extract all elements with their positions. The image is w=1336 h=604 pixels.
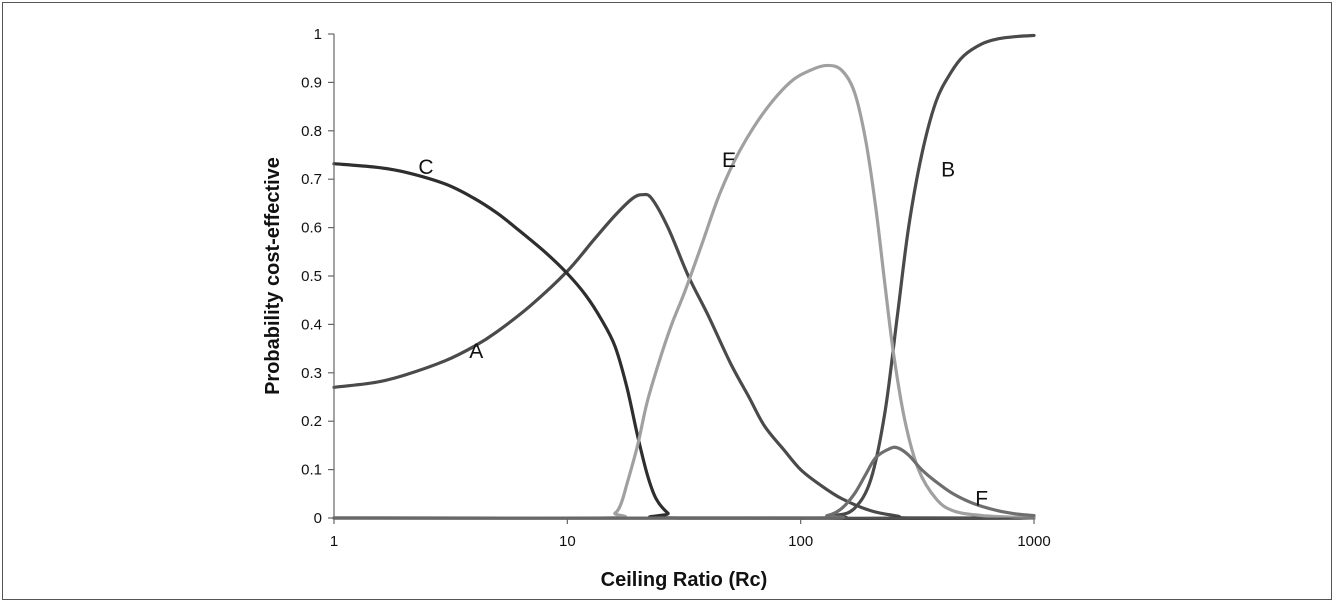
series-line-e bbox=[332, 63, 1036, 520]
y-tick-label: 0.6 bbox=[301, 220, 322, 237]
y-tick-label: 0.9 bbox=[301, 74, 322, 91]
y-tick-label: 0.8 bbox=[301, 123, 322, 140]
x-tick-label: 100 bbox=[788, 533, 813, 550]
y-tick-layer: 0 0.1 0.2 0.3 0.4 0.5 0.6 0.7 0.8 0.9 1 bbox=[301, 26, 334, 527]
y-tick-label: 0.1 bbox=[301, 462, 322, 479]
curve-label-a: A bbox=[469, 340, 483, 363]
y-tick-label: 0.2 bbox=[301, 413, 322, 430]
x-tick-layer: 1 10 100 1000 bbox=[330, 518, 1051, 550]
series-line-c bbox=[332, 162, 1036, 520]
series-line-f bbox=[332, 445, 1036, 520]
series-layer bbox=[332, 33, 1036, 520]
curve-label-layer: A B C E F bbox=[418, 149, 988, 511]
y-tick-label: 0.4 bbox=[301, 316, 322, 333]
curve-label-b: B bbox=[941, 159, 955, 182]
series-line-a bbox=[332, 192, 1036, 520]
y-tick-label: 0.3 bbox=[301, 365, 322, 382]
y-tick-label: 1 bbox=[314, 26, 322, 43]
y-tick-label: 0.5 bbox=[301, 268, 322, 285]
x-tick-label: 10 bbox=[559, 533, 576, 550]
x-axis-title: Ceiling Ratio (Rc) bbox=[601, 569, 768, 591]
x-tick-label: 1 bbox=[330, 533, 338, 550]
chart-svg: 1 10 100 1000 0 0.1 0.2 0.3 0.4 0.5 0.6 0.7 0.8 0.9 1… bbox=[262, 26, 1051, 591]
y-axis-title: Probability cost-effective bbox=[262, 157, 284, 395]
curve-label-c: C bbox=[418, 156, 433, 179]
y-tick-label: 0 bbox=[314, 510, 322, 527]
x-tick-label: 1000 bbox=[1017, 533, 1050, 550]
curve-label-f: F bbox=[975, 488, 988, 511]
curve-label-e: E bbox=[722, 149, 736, 172]
axes-layer bbox=[333, 34, 1034, 519]
series-line-b bbox=[332, 33, 1036, 520]
y-tick-label: 0.7 bbox=[301, 171, 322, 188]
